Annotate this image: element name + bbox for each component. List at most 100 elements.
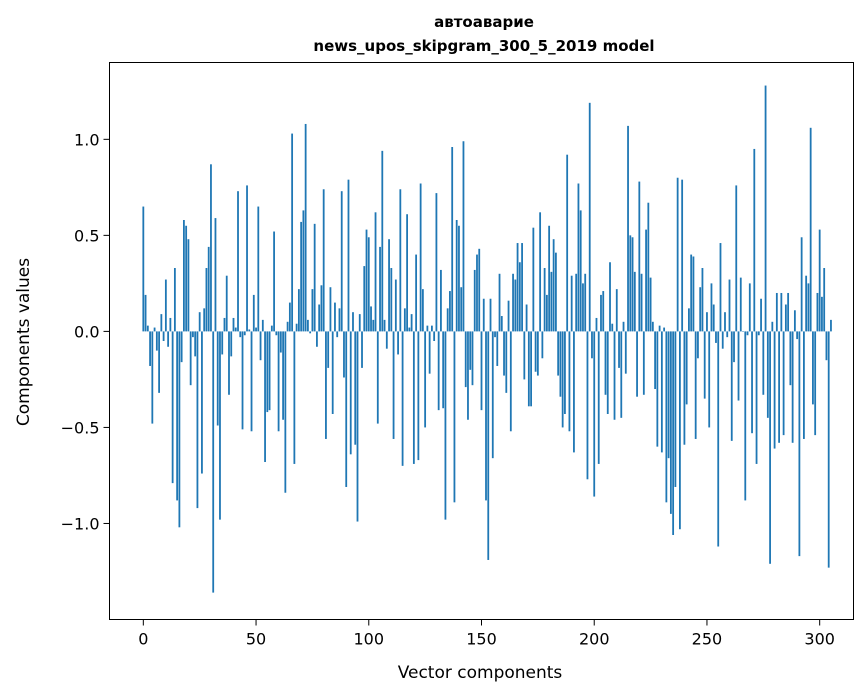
bars-group — [142, 85, 832, 593]
bar — [516, 243, 519, 332]
bar — [489, 298, 492, 332]
bar — [692, 256, 695, 332]
bar — [825, 331, 828, 361]
chart-title-line2: news_upos_skipgram_300_5_2019 model — [313, 37, 654, 55]
bar — [800, 237, 803, 332]
bar — [185, 225, 188, 332]
bar — [223, 317, 226, 332]
x-tick-label: 150 — [466, 630, 497, 649]
bar — [755, 331, 758, 464]
bar — [703, 331, 706, 399]
bar — [455, 220, 458, 332]
bar — [345, 331, 348, 487]
bar — [408, 327, 411, 332]
bar — [336, 331, 339, 338]
bar — [237, 191, 239, 332]
bar — [744, 331, 747, 501]
bar — [476, 254, 478, 332]
bar — [338, 308, 341, 332]
bar — [766, 331, 769, 418]
bar — [656, 331, 659, 447]
bar — [715, 331, 717, 343]
bar — [329, 287, 332, 332]
bar — [228, 331, 230, 395]
bar — [225, 275, 228, 332]
bar — [676, 177, 679, 332]
bar — [787, 292, 790, 332]
bar — [541, 331, 544, 359]
bar — [710, 283, 713, 332]
bar — [796, 331, 799, 340]
bar — [760, 298, 762, 332]
bar — [494, 331, 496, 338]
bar — [726, 331, 729, 338]
bar — [733, 331, 735, 363]
bar — [250, 331, 253, 432]
bar — [568, 331, 571, 432]
bar — [757, 331, 760, 336]
bar — [201, 331, 203, 474]
bar — [769, 331, 771, 564]
bar — [277, 331, 280, 432]
bar — [440, 269, 442, 332]
bar — [210, 164, 212, 332]
bar — [304, 123, 307, 332]
bar — [536, 331, 539, 376]
bar — [480, 331, 483, 411]
bar — [708, 331, 711, 428]
bar — [216, 331, 219, 426]
bar — [178, 331, 181, 528]
bar — [595, 317, 598, 332]
bar — [433, 331, 436, 341]
bar — [334, 302, 336, 332]
bar — [609, 262, 611, 332]
bar — [591, 331, 593, 359]
bar — [259, 331, 262, 361]
bar — [146, 325, 149, 332]
bar — [142, 206, 145, 332]
bar — [778, 331, 780, 443]
bar — [642, 331, 645, 395]
bar — [683, 331, 686, 445]
bar — [295, 323, 298, 332]
bar — [363, 266, 366, 332]
bar — [624, 331, 627, 374]
bar — [577, 183, 580, 332]
bar — [798, 331, 801, 557]
bar — [620, 331, 623, 418]
bar — [523, 331, 526, 380]
bar — [699, 287, 702, 332]
x-tick-label: 200 — [579, 630, 610, 649]
bar — [370, 306, 372, 332]
bar — [361, 331, 363, 368]
bar — [730, 331, 733, 441]
bar — [471, 331, 474, 386]
bar — [397, 331, 399, 355]
bar — [557, 331, 560, 376]
bar — [243, 331, 246, 336]
bar — [532, 227, 535, 332]
bar — [830, 319, 832, 332]
bar — [606, 331, 609, 414]
bar — [548, 225, 551, 332]
bar — [771, 321, 774, 332]
bar — [688, 308, 690, 332]
bar — [352, 312, 354, 332]
bar — [561, 331, 564, 428]
bar — [347, 179, 350, 332]
bar — [579, 210, 582, 332]
bar — [325, 331, 327, 439]
bar — [509, 331, 512, 432]
y-tick-label: 1.0 — [74, 130, 99, 149]
bar — [654, 331, 656, 390]
bar — [417, 331, 420, 461]
bar — [385, 331, 388, 349]
bar — [219, 331, 221, 520]
bar — [431, 325, 433, 332]
bar — [640, 273, 643, 332]
bar — [268, 331, 271, 411]
bar — [534, 331, 537, 372]
bar — [349, 331, 352, 455]
bar — [171, 331, 174, 484]
